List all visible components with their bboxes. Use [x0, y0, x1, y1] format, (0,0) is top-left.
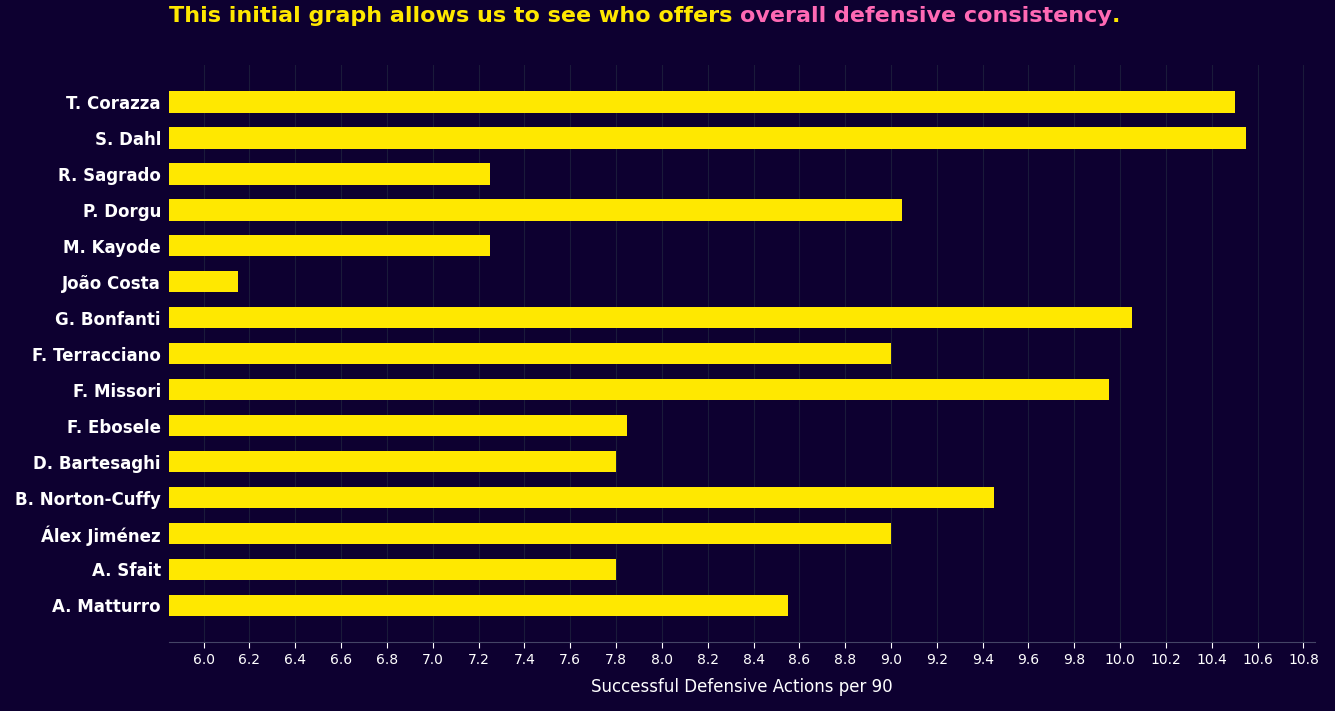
Bar: [0, 559, 615, 580]
Bar: [0, 379, 1108, 400]
Bar: [0, 235, 490, 257]
Bar: [0, 199, 902, 220]
Bar: [0, 163, 490, 185]
Bar: [0, 343, 890, 365]
Bar: [0, 271, 238, 292]
Bar: [0, 523, 890, 544]
Bar: [0, 487, 995, 508]
X-axis label: Successful Defensive Actions per 90: Successful Defensive Actions per 90: [591, 678, 893, 696]
Bar: [0, 307, 1132, 328]
Text: .: .: [1112, 6, 1120, 26]
Bar: [0, 127, 1246, 149]
Bar: [0, 91, 1235, 112]
Bar: [0, 415, 627, 437]
Text: overall defensive consistency: overall defensive consistency: [741, 6, 1112, 26]
Bar: [0, 451, 615, 472]
Bar: [0, 594, 788, 616]
Text: This initial graph allows us to see who offers: This initial graph allows us to see who …: [170, 6, 741, 26]
